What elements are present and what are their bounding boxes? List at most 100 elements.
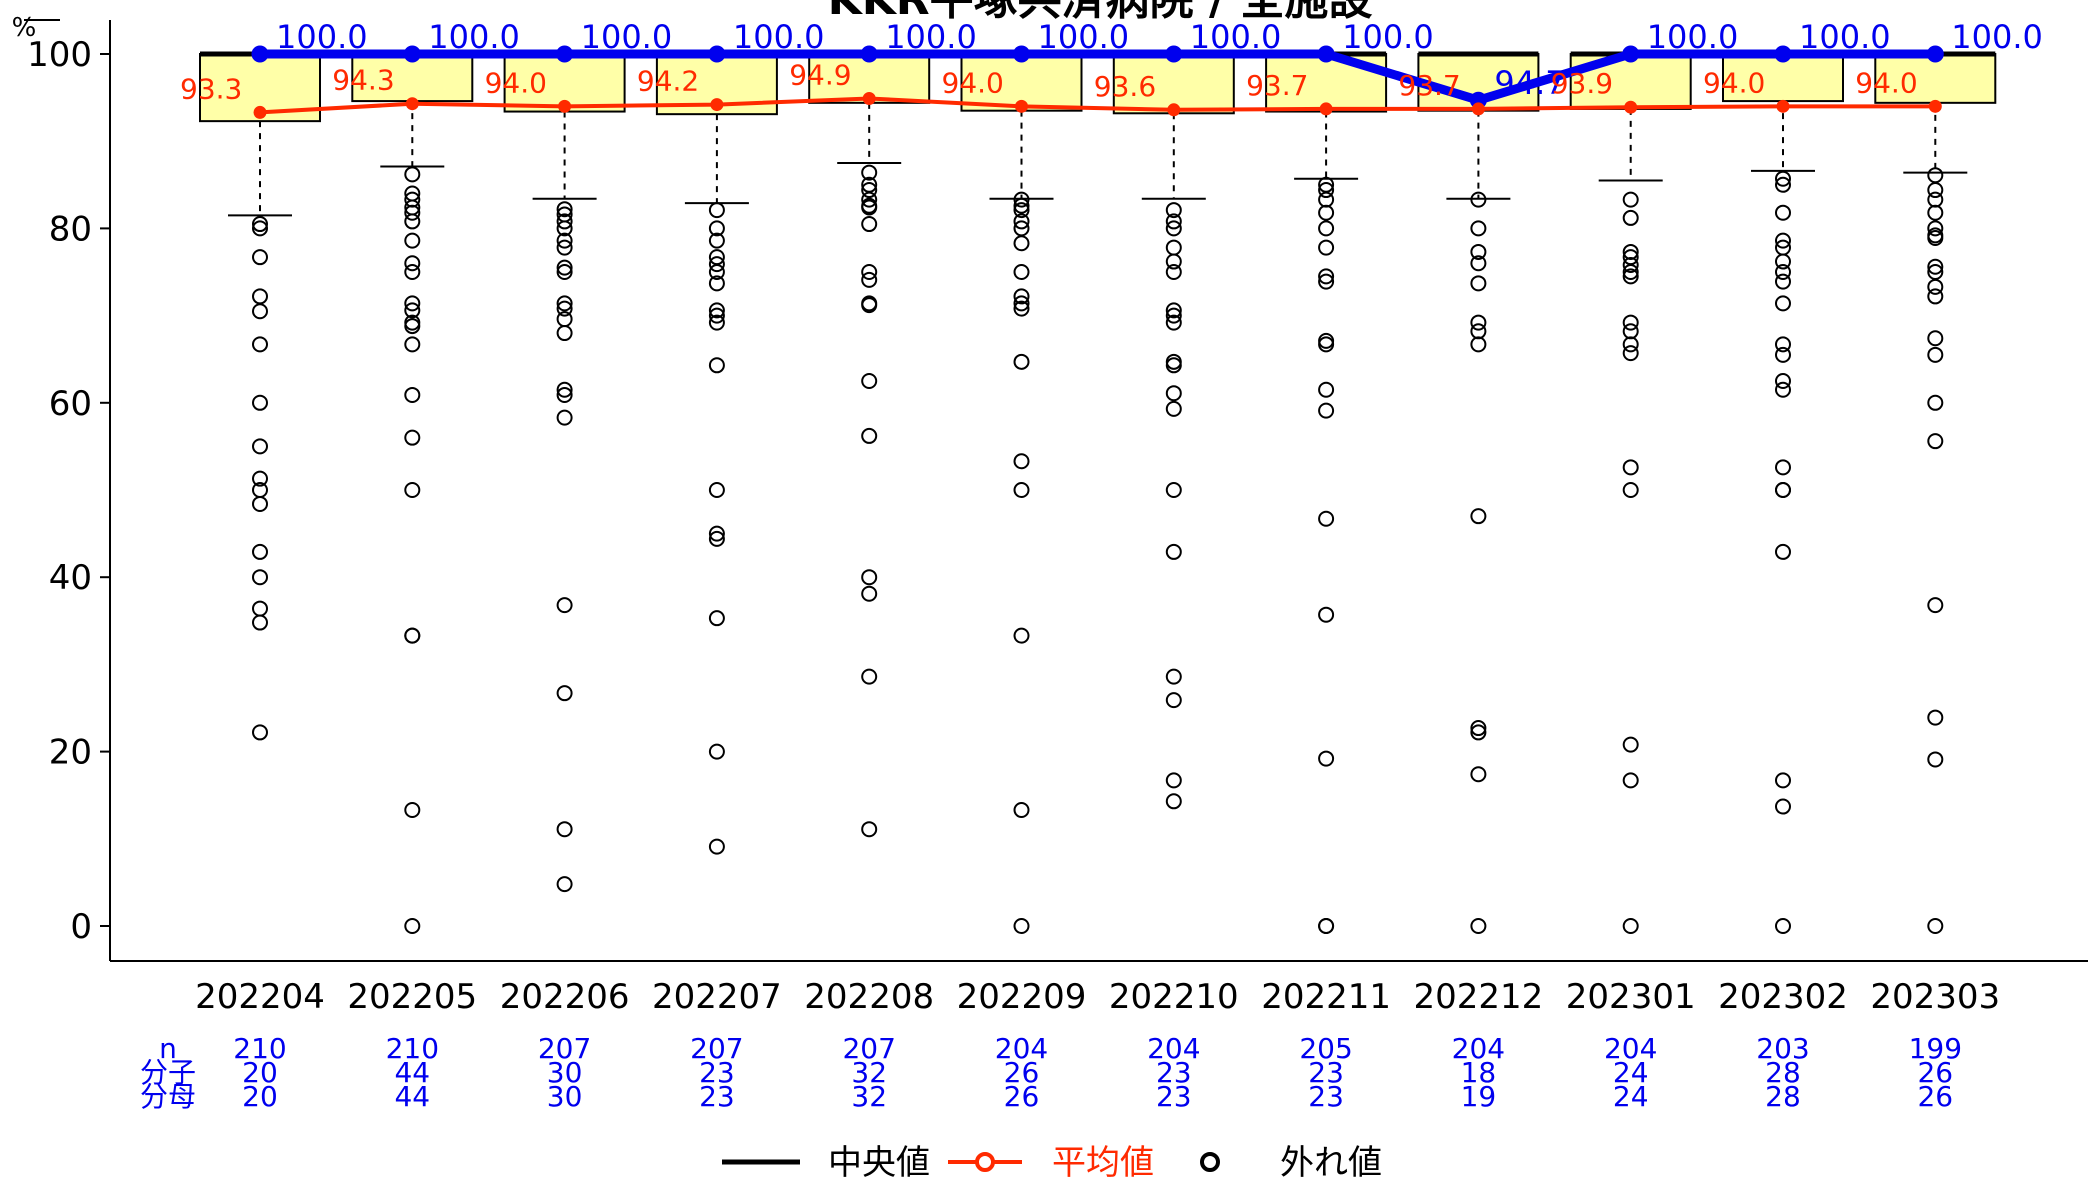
mean-point: [1928, 99, 1942, 113]
hospital-data-label: 100.0: [1647, 18, 1739, 56]
mean-point: [1776, 99, 1790, 113]
outlier-point: [1927, 204, 1944, 221]
mean-point: [1319, 102, 1333, 116]
mean-data-label: 94.9: [789, 58, 851, 91]
outlier-point: [1927, 918, 1944, 934]
mean-point: [1624, 100, 1638, 114]
outlier-point: [252, 216, 268, 233]
footer-value: 207: [842, 1032, 895, 1065]
hospital-data-label: 94.7: [1494, 64, 1565, 102]
outlier-point: [1927, 182, 1944, 199]
hospital-point: [1165, 45, 1183, 63]
outlier-point: [1165, 202, 1182, 219]
outlier-point: [1622, 482, 1639, 498]
outlier-point: [1470, 323, 1487, 340]
outlier-point: [1165, 302, 1182, 319]
outlier-point: [556, 239, 573, 256]
outlier-point: [1318, 918, 1335, 934]
outlier-point: [861, 199, 878, 216]
mean-data-label: 93.3: [180, 72, 242, 105]
outlier-point: [1622, 736, 1639, 753]
outlier-point: [556, 597, 573, 614]
x-tick-label: 202208: [804, 977, 934, 1017]
hospital-point: [1622, 45, 1640, 63]
outlier-point: [1165, 213, 1182, 230]
hospital-data-label: 100.0: [428, 18, 520, 56]
hospital-point: [1317, 45, 1335, 63]
mean-data-label: 94.0: [1855, 66, 1917, 99]
outlier-point: [1318, 606, 1335, 623]
x-tick-label: 202303: [1870, 977, 2000, 1017]
outlier-point: [1775, 232, 1791, 249]
outlier-point: [404, 336, 421, 353]
outlier-point: [1622, 345, 1639, 362]
outlier-point: [1775, 482, 1791, 498]
outlier-point: [1622, 257, 1639, 274]
outlier-point: [252, 724, 268, 741]
y-tick-label: 20: [49, 733, 92, 773]
footer-value: 204: [1452, 1032, 1505, 1065]
outlier-point: [1775, 798, 1791, 815]
outlier-point: [1470, 314, 1487, 331]
footer-value: 23: [1308, 1080, 1344, 1113]
footer-value: 32: [851, 1056, 887, 1089]
outlier-point: [1165, 793, 1182, 810]
x-tick-label: 202205: [347, 977, 477, 1017]
outlier-point: [1165, 220, 1182, 237]
footer-value: 207: [690, 1032, 743, 1065]
outlier-point: [252, 249, 268, 266]
outlier-point: [708, 743, 725, 760]
x-tick-label: 202210: [1109, 977, 1239, 1017]
x-tick-label: 202206: [500, 977, 630, 1017]
outlier-point: [1775, 373, 1791, 389]
outlier-point: [1622, 314, 1639, 331]
hospital-data-label: 100.0: [276, 18, 368, 56]
outlier-point: [1470, 508, 1487, 525]
outlier-point: [1622, 191, 1639, 208]
footer-value: 26: [1917, 1080, 1953, 1113]
outlier-point: [861, 373, 878, 389]
outlier-point: [1165, 482, 1182, 498]
outlier-point: [1775, 264, 1791, 280]
outlier-point: [1165, 314, 1182, 331]
outlier-point: [1775, 346, 1791, 363]
outlier-point: [1470, 918, 1487, 934]
outlier-point: [1470, 243, 1487, 260]
outlier-point: [1013, 353, 1030, 370]
mean-data-label: 93.6: [1094, 70, 1156, 103]
outlier-point: [708, 264, 725, 280]
outlier-point: [556, 409, 573, 426]
outlier-point: [861, 585, 878, 602]
outlier-point: [252, 220, 268, 237]
footer-value: 26: [1004, 1056, 1040, 1089]
outlier-point: [708, 530, 725, 547]
footer-value: 18: [1461, 1056, 1497, 1089]
mean-data-label: 94.0: [485, 66, 547, 99]
outlier-point: [1927, 258, 1944, 275]
outlier-point: [1013, 802, 1030, 819]
footer-value: 24: [1613, 1056, 1649, 1089]
outlier-point: [1775, 381, 1791, 398]
footer-value: 205: [1299, 1032, 1352, 1065]
outlier-point: [1318, 191, 1335, 208]
y-tick-label: 0: [70, 907, 92, 947]
outlier-point: [556, 201, 573, 218]
hospital-data-label: 100.0: [1190, 18, 1282, 56]
hospital-data-label: 100.0: [1038, 18, 1130, 56]
outlier-point: [404, 255, 421, 272]
outlier-point: [1470, 191, 1487, 208]
outlier-point: [1622, 918, 1639, 934]
outlier-point: [404, 204, 421, 221]
outlier-point: [1470, 255, 1487, 272]
mean-point: [558, 99, 572, 113]
footer-value: 23: [699, 1080, 735, 1113]
x-tick-label: 202302: [1718, 977, 1848, 1017]
outlier-point: [1927, 394, 1944, 411]
outlier-point: [861, 668, 878, 685]
outlier-point: [1013, 300, 1030, 317]
outlier-point: [556, 259, 573, 276]
outlier-point: [556, 325, 573, 342]
y-axis-label: %: [12, 13, 37, 43]
hospital-point: [403, 45, 421, 63]
